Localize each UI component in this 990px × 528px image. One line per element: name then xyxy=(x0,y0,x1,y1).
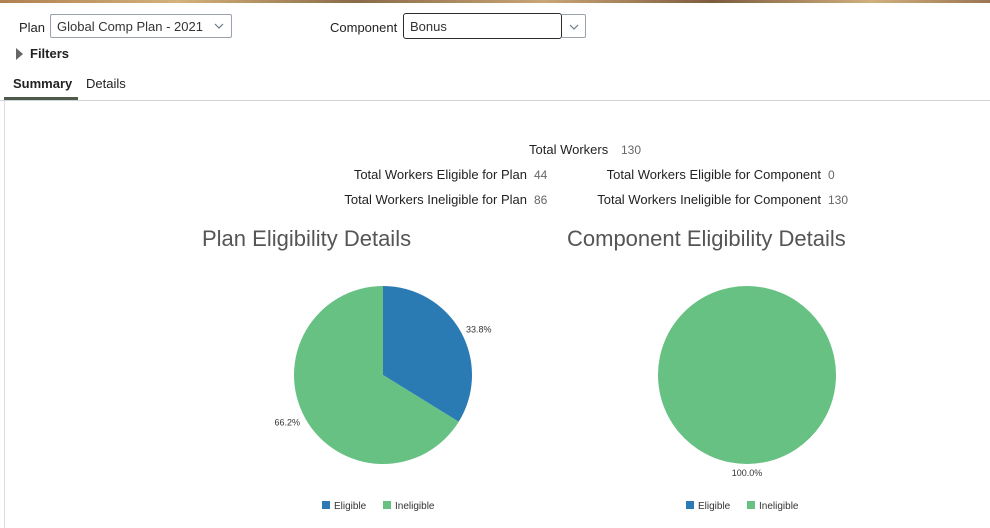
component-select-value: Bonus xyxy=(410,18,447,34)
legend-swatch-ineligible xyxy=(383,501,391,509)
chevron-down-icon xyxy=(569,17,579,35)
component-select[interactable]: Bonus xyxy=(403,13,562,39)
tab-bar: Summary Details xyxy=(0,70,990,101)
eligible-plan-value: 44 xyxy=(534,168,548,182)
plan-eligibility-pie-chart: 33.8% 66.2% Eligible Ineligible xyxy=(275,286,492,512)
ineligible-plan-label: Total Workers Ineligible for Plan xyxy=(344,192,527,207)
ineligible-component-label: Total Workers Ineligible for Component xyxy=(597,192,821,207)
legend-swatch-eligible xyxy=(322,501,330,509)
total-workers-label: Total Workers xyxy=(529,142,609,157)
plan-select-value: Global Comp Plan - 2021 xyxy=(57,18,203,34)
chevron-down-icon[interactable] xyxy=(207,15,231,37)
ineligible-plan-value: 86 xyxy=(534,193,548,207)
legend-label-eligible[interactable]: Eligible xyxy=(698,501,731,512)
plan-chart-title: Plan Eligibility Details xyxy=(202,226,412,251)
pie-slice-ineligible[interactable] xyxy=(658,286,836,464)
legend-swatch-ineligible xyxy=(747,501,755,509)
pie-data-label: 100.0% xyxy=(732,468,763,478)
filters-label: Filters xyxy=(30,46,70,61)
eligible-component-label: Total Workers Eligible for Component xyxy=(606,167,821,182)
component-dropdown-button[interactable] xyxy=(562,14,586,38)
top-banner-strip xyxy=(0,0,990,3)
expand-triangle-icon xyxy=(16,47,23,60)
eligible-plan-label: Total Workers Eligible for Plan xyxy=(353,167,527,182)
tab-summary[interactable]: Summary xyxy=(13,76,73,91)
pie-data-label: 66.2% xyxy=(275,417,301,427)
summary-panel xyxy=(4,101,990,528)
pie-slice-eligible[interactable] xyxy=(383,286,472,422)
legend-swatch-eligible xyxy=(686,501,694,509)
component-chart-title: Component Eligibility Details xyxy=(567,226,846,251)
plan-label: Plan xyxy=(19,20,46,35)
plan-select[interactable]: Global Comp Plan - 2021 xyxy=(50,14,232,38)
filters-toggle[interactable]: Filters xyxy=(16,46,69,61)
legend-label-ineligible[interactable]: Ineligible xyxy=(395,501,435,512)
total-workers-value: 130 xyxy=(621,143,642,157)
active-tab-indicator xyxy=(4,97,78,100)
tab-details[interactable]: Details xyxy=(86,76,126,91)
ineligible-component-value: 130 xyxy=(828,193,849,207)
pie-data-label: 33.8% xyxy=(466,325,492,335)
legend-label-ineligible[interactable]: Ineligible xyxy=(759,501,799,512)
legend-label-eligible[interactable]: Eligible xyxy=(334,501,367,512)
component-eligibility-pie-chart: 100.0% Eligible Ineligible xyxy=(658,286,836,512)
component-label: Component xyxy=(330,20,398,35)
eligible-component-value: 0 xyxy=(828,168,835,182)
pie-slice-ineligible[interactable] xyxy=(293,286,459,464)
